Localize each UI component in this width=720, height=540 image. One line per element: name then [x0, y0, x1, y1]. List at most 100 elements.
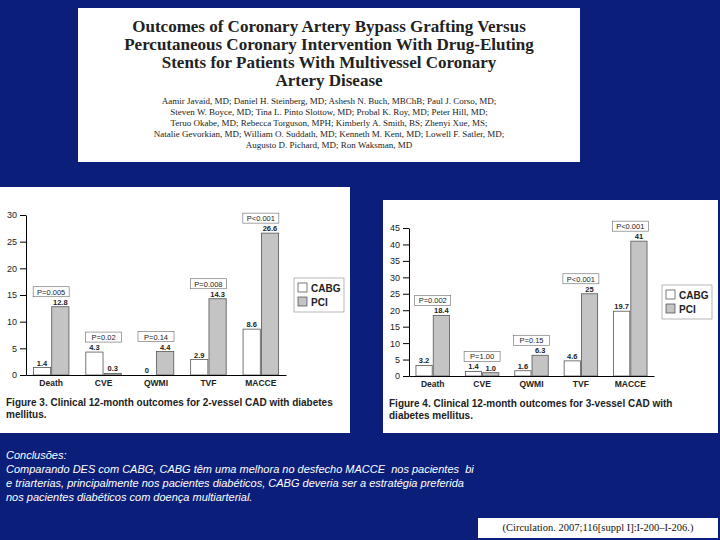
bar — [532, 355, 548, 376]
y-tick-label: 20 — [7, 264, 17, 274]
y-tick-label: 30 — [390, 273, 400, 283]
bar — [191, 360, 208, 375]
y-tick-mark — [403, 343, 409, 344]
annotation: P=1.00 — [470, 352, 494, 361]
annotation-box — [86, 332, 122, 342]
y-tick-label: 0 — [395, 371, 400, 381]
y-tick: 20 — [7, 264, 26, 274]
y-tick-label: 15 — [390, 322, 400, 332]
y-tick-mark — [20, 348, 26, 349]
y-tick-mark — [403, 261, 409, 262]
y-tick-mark — [20, 215, 26, 216]
y-tick-label: 5 — [12, 344, 17, 354]
y-tick-mark — [20, 295, 26, 296]
author-line: Natalie Gevorkian, MD; William O. Suddat… — [78, 129, 580, 140]
y-tick-mark — [20, 268, 26, 269]
x-tick-label: QWMI — [519, 379, 543, 389]
x-tick-label: TVF — [573, 379, 589, 389]
annotation: P<0.001 — [616, 222, 644, 231]
y-tick-label: 10 — [7, 317, 17, 327]
legend-label: PCI — [679, 304, 696, 315]
conclusions-line: e triarterias, principalmente nos pacien… — [6, 476, 706, 490]
author-line: Steven W. Boyce, MD; Tina L. Pinto Slott… — [78, 107, 580, 118]
annotation: P=0.15 — [520, 336, 544, 345]
y-tick: 25 — [7, 237, 26, 247]
y-tick-label: 5 — [395, 355, 400, 365]
plot: 051015202530354045DeathCVEQWMITVFMACCE3.… — [390, 221, 712, 389]
y-tick: 10 — [390, 338, 409, 348]
y-tick: 15 — [390, 322, 409, 332]
x-tick: CVE — [473, 379, 491, 389]
data-label: 18.4 — [434, 306, 449, 315]
x-tick-label: CVE — [95, 378, 113, 388]
data-label: 14.3 — [210, 290, 225, 299]
y-tick: 30 — [7, 210, 26, 220]
y-tick: 5 — [395, 355, 409, 365]
data-label: 1.0 — [486, 364, 496, 373]
chart-title: Figure 4. Clinical 12-month outcomes for… — [383, 396, 718, 422]
legend-swatch — [666, 290, 675, 299]
x-axis: DeathCVEQWMITVFMACCE — [27, 376, 287, 389]
paper-header: Outcomes of Coronary Artery Bypass Graft… — [78, 8, 580, 162]
bar — [631, 241, 647, 376]
bar — [104, 373, 121, 375]
x-tick-label: QWMI — [144, 378, 168, 388]
slide: { "header": { "title_lines": ["Outcomes … — [0, 0, 720, 540]
data-label: 4.4 — [160, 343, 171, 352]
x-tick: TVF — [200, 378, 216, 388]
data-label: 25 — [585, 285, 593, 294]
citation: (Circulation. 2007;116[suppl I]:I-200–I-… — [478, 518, 718, 538]
y-tick: 30 — [390, 273, 409, 283]
x-tick: TVF — [573, 379, 589, 389]
y-tick-label: 0 — [12, 370, 17, 380]
data-label: 8.6 — [246, 320, 256, 329]
y-tick-mark — [20, 375, 26, 376]
bar — [157, 352, 174, 375]
chart-panel: 051015202530DeathCVEQWMITVFMACCE1.44.302… — [0, 187, 350, 433]
legend-swatch — [298, 297, 307, 306]
y-tick-mark — [403, 228, 409, 229]
data-label: 6.3 — [535, 346, 545, 355]
y-tick: 10 — [7, 317, 26, 327]
x-tick: QWMI — [144, 378, 168, 388]
conclusions-heading: Conclusões: — [6, 448, 706, 462]
x-tick: Death — [421, 379, 445, 389]
paper-title: Outcomes of Coronary Artery Bypass Graft… — [78, 18, 580, 36]
data-labels: 3.21.41.64.619.718.41.06.32541 — [419, 232, 643, 373]
y-tick-mark — [403, 310, 409, 311]
data-label: 4.3 — [89, 343, 99, 352]
bar — [564, 361, 580, 376]
x-tick-label: MACCE — [615, 379, 646, 389]
bar — [581, 294, 597, 376]
y-tick: 25 — [390, 289, 409, 299]
y-tick: 0 — [12, 370, 26, 380]
conclusions-line: nos pacientes diabéticos com doença mult… — [6, 490, 706, 504]
bar — [261, 233, 278, 375]
y-tick: 35 — [390, 256, 409, 266]
x-tick: CVE — [95, 378, 113, 388]
legend: CABGPCI — [294, 278, 344, 312]
y-tick-label: 15 — [7, 290, 17, 300]
y-tick-label: 40 — [390, 240, 400, 250]
y-tick-mark — [403, 327, 409, 328]
y-tick-mark — [403, 244, 409, 245]
y-tick: 15 — [7, 290, 26, 300]
x-tick-label: MACCE — [245, 378, 276, 388]
conclusions-line: Comparando DES com CABG, CABG têm uma me… — [6, 462, 706, 476]
y-tick-label: 25 — [390, 289, 400, 299]
annotations: P=0.002P=1.00P=0.15P<0.001P<0.001 — [415, 221, 649, 361]
x-tick: MACCE — [245, 378, 276, 388]
y-axis-line — [26, 216, 27, 376]
bar — [483, 373, 499, 376]
bars — [416, 241, 647, 376]
y-tick-label: 20 — [390, 306, 400, 316]
bar — [433, 315, 449, 376]
x-axis-line — [410, 376, 655, 377]
bar — [416, 365, 432, 376]
legend-label: CABG — [311, 283, 341, 294]
chart-title: Figure 3. Clinical 12-month outcomes for… — [0, 395, 350, 421]
x-tick: QWMI — [519, 379, 543, 389]
data-label: 3.2 — [419, 356, 429, 365]
x-axis: Death CVE QWMI TVF MACCE — [410, 377, 655, 390]
annotation: P=0.002 — [419, 296, 447, 305]
